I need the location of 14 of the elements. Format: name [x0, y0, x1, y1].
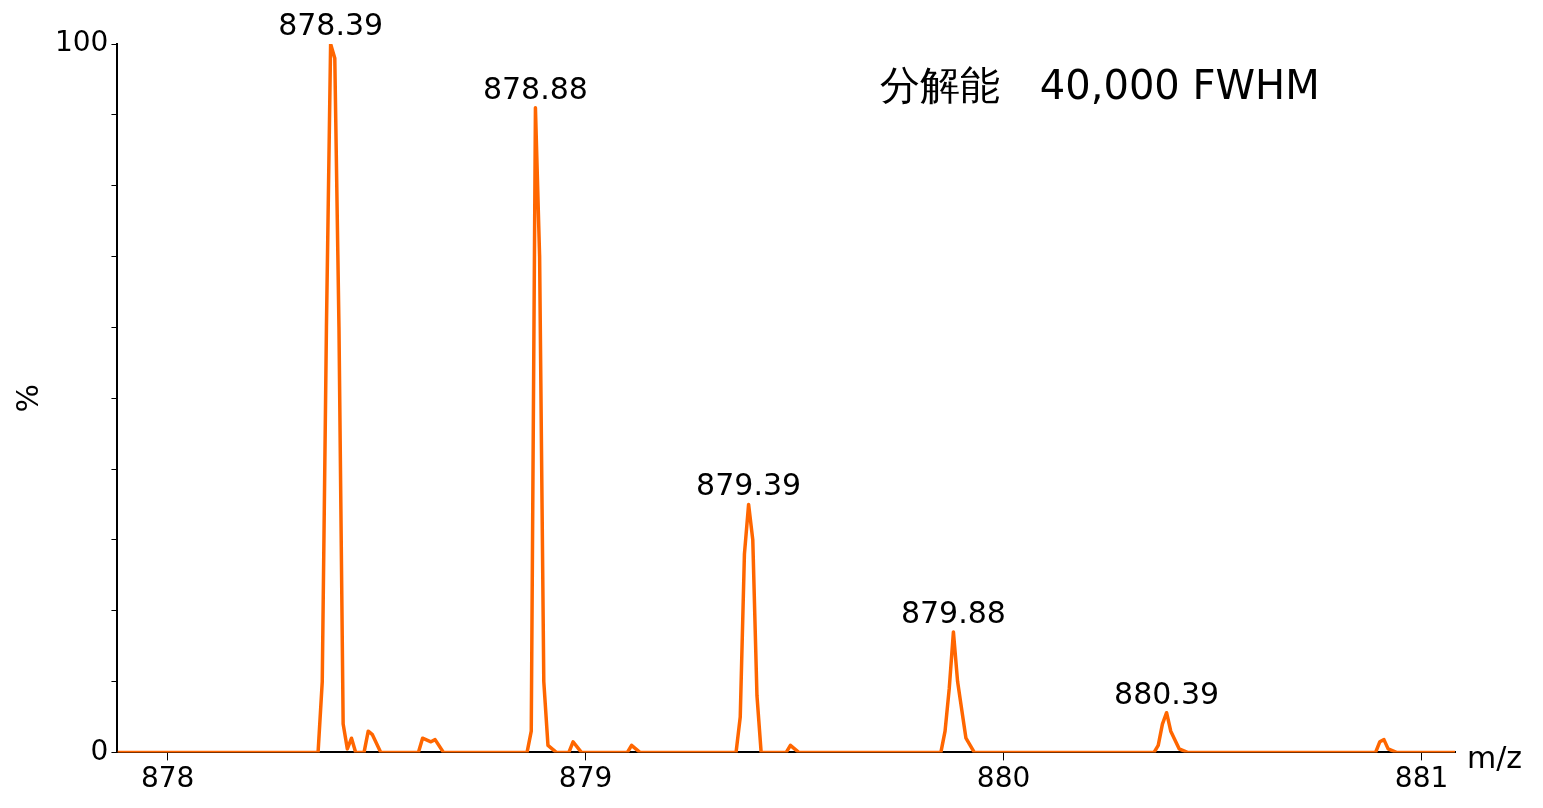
- y-axis-title: %: [9, 383, 45, 413]
- annotation: 878.88: [482, 70, 588, 106]
- y-tick-label: 0: [90, 733, 109, 767]
- annotation: 878.39: [278, 6, 384, 42]
- x-tick-label: 879: [558, 761, 613, 795]
- x-tick-label: 880: [976, 761, 1031, 795]
- annotation: 879.88: [900, 594, 1006, 630]
- annotation: 分解能 40,000 FWHM: [879, 62, 1320, 109]
- x-tick-label: 878: [140, 761, 195, 795]
- annotation: 880.39: [1114, 675, 1220, 711]
- annotation: 879.39: [696, 467, 802, 503]
- x-axis-title: m/z: [1467, 740, 1523, 776]
- x-tick-label: 881: [1394, 761, 1449, 795]
- y-tick-label: 100: [54, 25, 109, 59]
